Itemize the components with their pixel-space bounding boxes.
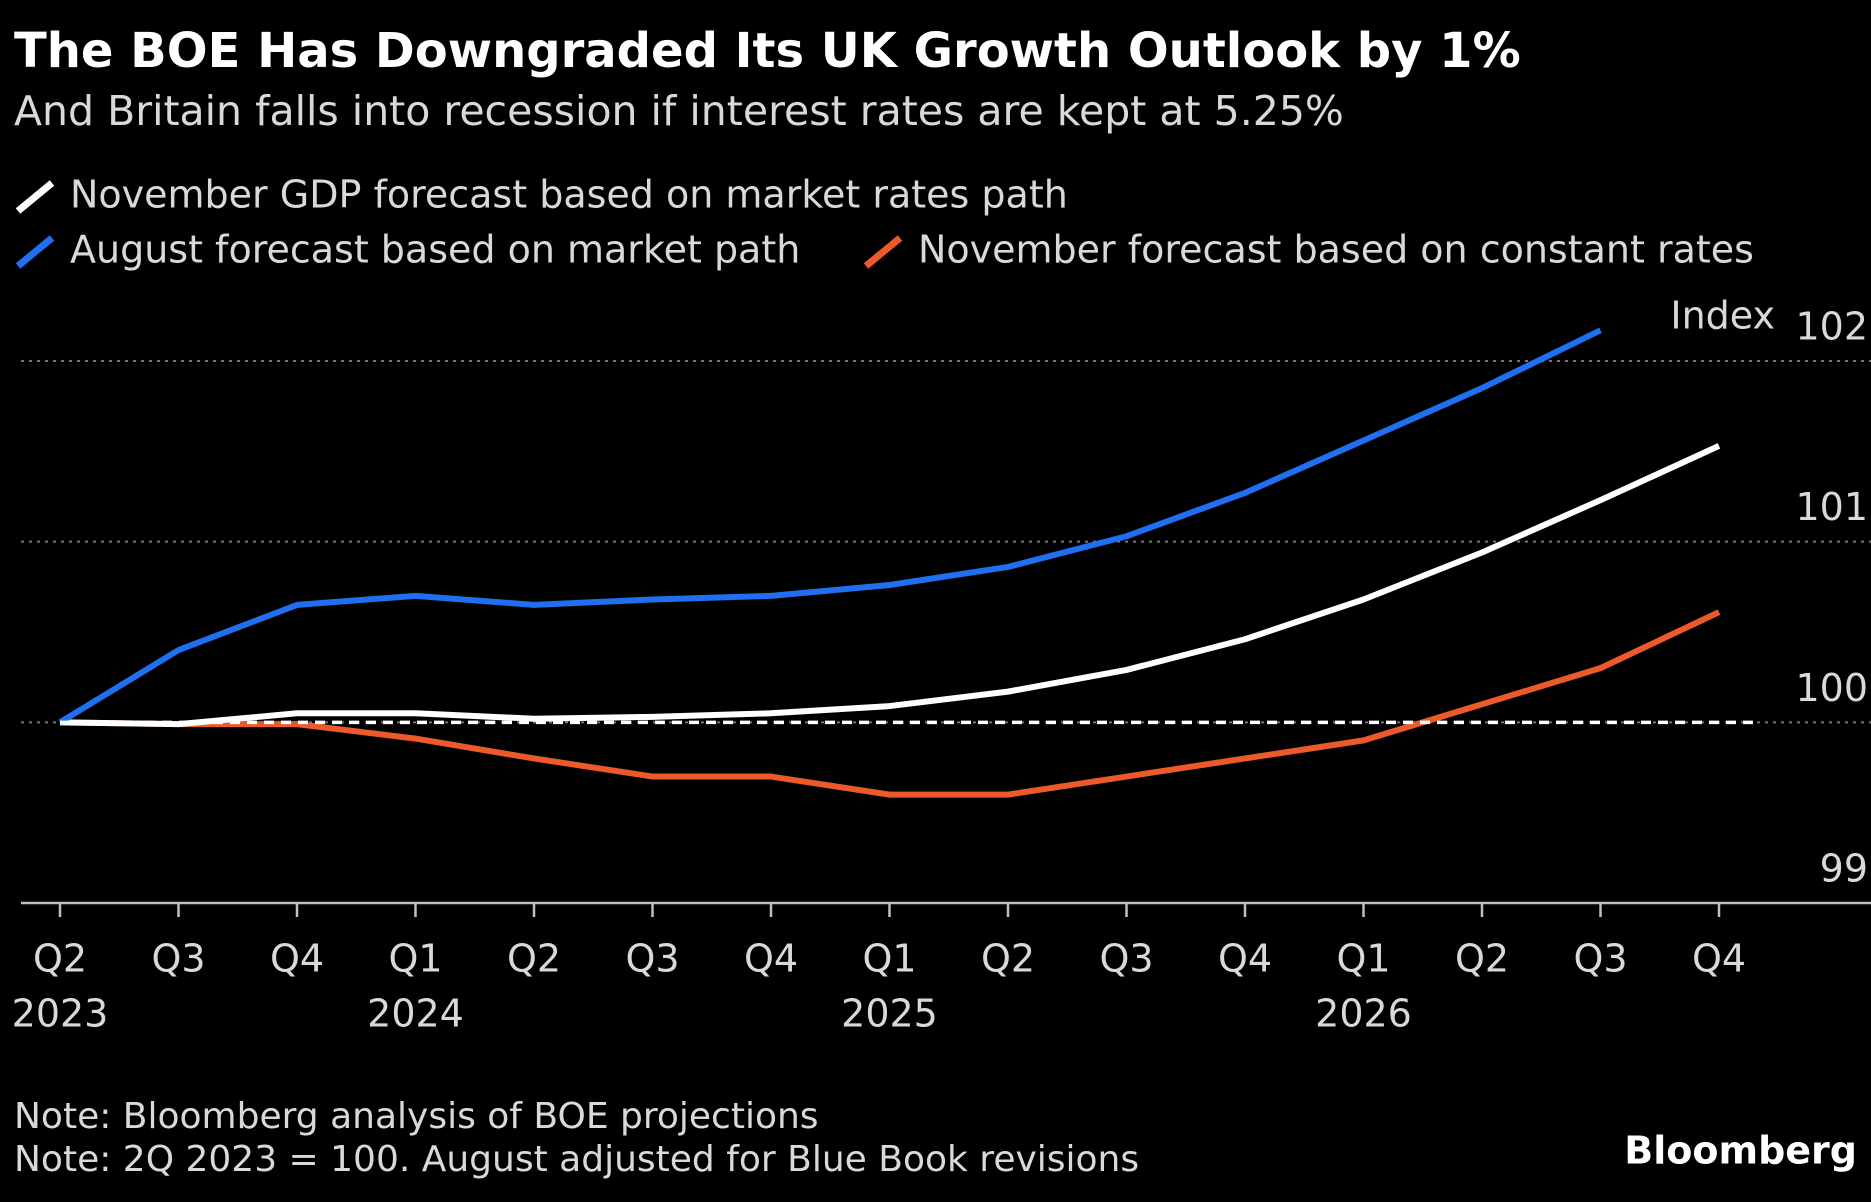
y-axis-label: Index — [1670, 294, 1775, 338]
source-logo: Bloomberg — [1624, 1129, 1857, 1173]
series-line — [59, 609, 1721, 798]
x-tick-label: Q3 — [151, 937, 205, 981]
x-tick-label: Q4 — [744, 937, 798, 981]
legend-label: November forecast based on constant rate… — [918, 228, 1754, 272]
y-tick-label: 101 — [1795, 485, 1868, 529]
note: Note: Bloomberg analysis of BOE projecti… — [14, 1096, 819, 1137]
x-tick-year: 2023 — [12, 992, 109, 1036]
x-tick-label: Q3 — [1099, 937, 1153, 981]
legend-swatch — [15, 180, 55, 214]
x-tick-label: Q2 — [507, 937, 561, 981]
legend-label: November GDP forecast based on market ra… — [70, 173, 1068, 217]
x-tick-label: Q1 — [1336, 937, 1390, 981]
x-tick-label: Q2 — [1455, 937, 1509, 981]
chart-subtitle: And Britain falls into recession if inte… — [14, 87, 1344, 135]
x-tick-label: Q4 — [270, 937, 324, 981]
x-tick-label: Q1 — [388, 937, 442, 981]
x-tick-label: Q3 — [625, 937, 679, 981]
note: Note: 2Q 2023 = 100. August adjusted for… — [14, 1139, 1139, 1180]
x-tick-year: 2024 — [367, 992, 464, 1036]
x-tick-label: Q2 — [981, 937, 1035, 981]
x-tick-label: Q2 — [33, 937, 87, 981]
legend-swatch — [863, 235, 903, 269]
legend-label: August forecast based on market path — [70, 228, 800, 272]
y-tick-label: 102 — [1795, 305, 1868, 349]
x-tick-label: Q3 — [1573, 937, 1627, 981]
x-tick-label: Q4 — [1218, 937, 1272, 981]
x-tick-year: 2026 — [1315, 992, 1412, 1036]
legend-swatch — [15, 235, 55, 269]
x-tick-year: 2025 — [841, 992, 938, 1036]
chart-title: The BOE Has Downgraded Its UK Growth Out… — [14, 23, 1521, 79]
series-line — [58, 327, 1602, 725]
x-tick-label: Q1 — [862, 937, 916, 981]
y-tick-label: 100 — [1795, 666, 1868, 710]
y-tick-label: 99 — [1820, 847, 1868, 891]
x-tick-label: Q4 — [1692, 937, 1746, 981]
series-line — [59, 443, 1721, 728]
